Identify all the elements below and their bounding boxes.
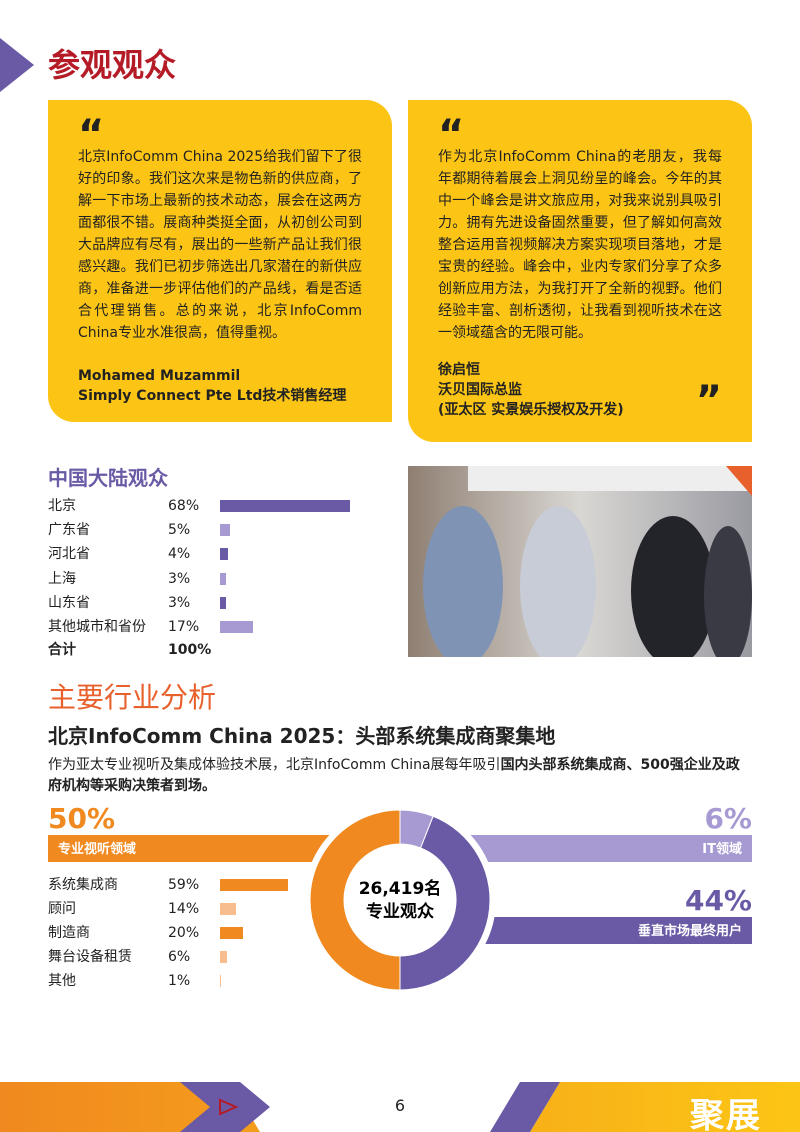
share-label: 50% bbox=[48, 802, 115, 835]
bar bbox=[220, 572, 226, 585]
share-label: 6% bbox=[704, 802, 752, 835]
band bbox=[470, 917, 752, 944]
row-value: 59% bbox=[168, 877, 200, 893]
bar bbox=[220, 951, 227, 963]
testimonial-card: “ 作为北京InfoComm China的老朋友，我每年都期待着展会上洞见纷呈的… bbox=[408, 100, 752, 442]
page-number: 6 bbox=[394, 1096, 406, 1115]
row-value: 6% bbox=[168, 949, 191, 965]
row-label: 其他 bbox=[48, 973, 76, 989]
author-title: 沃贝国际总监 bbox=[438, 382, 522, 398]
row-value: 5% bbox=[168, 522, 191, 539]
row-label: 顾问 bbox=[48, 901, 76, 917]
row-value: 1% bbox=[168, 973, 191, 989]
bar bbox=[220, 548, 228, 561]
author: 徐启恒 bbox=[438, 362, 480, 378]
footer-band bbox=[0, 1082, 800, 1132]
intro-highlight: 国内头部系统集成商、500强企业及政府机构等采购决策者到场。 bbox=[48, 757, 740, 794]
testimonial-card: “ 北京InfoComm China 2025给我们留下了很好的印象。我们这次来… bbox=[48, 100, 392, 422]
row-value: 3% bbox=[168, 570, 191, 587]
donut-segment bbox=[399, 815, 491, 991]
band bbox=[470, 835, 752, 862]
logo: 聚展 bbox=[690, 1096, 762, 1132]
intro: 作为亚太专业视听及集成体验技术展，北京InfoComm China展每年吸引国内… bbox=[48, 755, 748, 797]
bar bbox=[220, 500, 350, 512]
title-arrow bbox=[0, 38, 34, 92]
section-title: 主要行业分析 bbox=[48, 681, 217, 714]
quote-mark: “ bbox=[78, 112, 105, 158]
row-value: 17% bbox=[168, 619, 200, 635]
row-label: 上海 bbox=[48, 570, 76, 587]
author: Mohamed Muzammil bbox=[78, 368, 241, 384]
row-value: 4% bbox=[168, 546, 191, 563]
band-label: 垂直市场最终用户 bbox=[638, 923, 742, 939]
row-label: 系统集成商 bbox=[48, 877, 118, 893]
row-value: 14% bbox=[168, 901, 200, 917]
bar bbox=[220, 903, 237, 915]
quote-mark: ” bbox=[695, 378, 722, 424]
row-label: 制造商 bbox=[48, 925, 90, 941]
total-label: 合计 bbox=[48, 642, 76, 658]
share-label: 44% bbox=[685, 884, 752, 917]
testimonial-text: 北京InfoComm China 2025给我们留下了很好的印象。我们这次来是物… bbox=[78, 149, 362, 341]
total-value: 100% bbox=[168, 642, 212, 658]
bar bbox=[220, 621, 253, 633]
row-value: 3% bbox=[168, 594, 191, 611]
bar bbox=[220, 927, 244, 939]
row-label: 广东省 bbox=[48, 522, 90, 539]
author-title: Simply Connect Pte Ltd技术销售经理 bbox=[78, 388, 347, 404]
bar bbox=[220, 879, 288, 891]
band bbox=[48, 835, 330, 862]
band-label: IT领域 bbox=[702, 841, 742, 857]
center-label: 专业观众 bbox=[366, 901, 435, 922]
author-title: (亚太区 实景娱乐授权及开发) bbox=[438, 402, 624, 418]
quote-mark: “ bbox=[438, 112, 465, 158]
bar bbox=[220, 524, 230, 537]
photo bbox=[408, 466, 752, 657]
center-value: 26,419名 bbox=[359, 878, 442, 899]
section-subtitle: 北京InfoComm China 2025：头部系统集成商聚集地 bbox=[48, 724, 556, 748]
row-value: 68% bbox=[168, 498, 200, 514]
row-label: 北京 bbox=[48, 498, 76, 514]
row-value: 20% bbox=[168, 925, 200, 941]
section-title: 中国大陆观众 bbox=[48, 466, 168, 490]
row-label: 其他城市和省份 bbox=[48, 619, 146, 635]
row-label: 山东省 bbox=[48, 594, 90, 611]
testimonial-text: 作为北京InfoComm China的老朋友，我每年都期待着展会上洞见纷呈的峰会… bbox=[438, 149, 722, 341]
donut-segment bbox=[309, 809, 401, 991]
intro-text: 作为亚太专业视听及集成体验技术展，北京InfoComm China展每年吸引 bbox=[48, 757, 501, 773]
page-title: 参观观众 bbox=[48, 46, 177, 84]
band-label: 专业视听领域 bbox=[58, 841, 136, 857]
bar bbox=[220, 975, 222, 987]
row-label: 舞台设备租赁 bbox=[48, 949, 132, 965]
bar bbox=[220, 596, 226, 609]
row-label: 河北省 bbox=[48, 546, 90, 563]
